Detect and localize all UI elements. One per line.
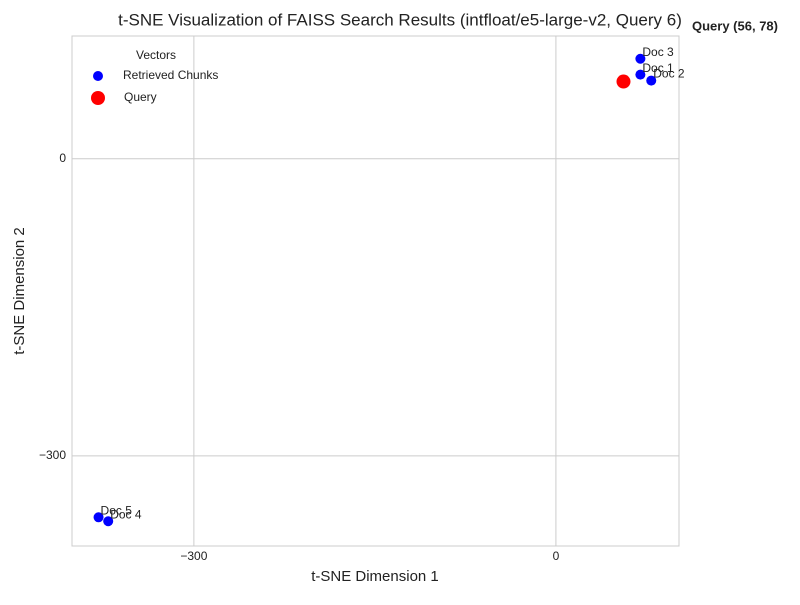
x-tick-label: −300 — [180, 549, 207, 563]
y-tick-label: 0 — [59, 151, 66, 165]
point — [616, 74, 631, 89]
x-tick-label: 0 — [553, 549, 560, 563]
chart-title: t-SNE Visualization of FAISS Search Resu… — [118, 10, 682, 29]
point — [635, 69, 646, 80]
point-label: Doc 4 — [110, 507, 142, 521]
point-label: Doc 3 — [642, 45, 674, 59]
legend-label: Query — [124, 90, 157, 104]
point-label: Doc 1 — [642, 61, 674, 75]
point-label: Doc 2 — [653, 67, 685, 81]
y-tick-label: −300 — [39, 448, 66, 462]
legend-title: Vectors — [136, 48, 176, 62]
y-axis-label: t-SNE Dimension 2 — [11, 227, 28, 355]
legend-marker — [91, 91, 105, 105]
point — [635, 53, 646, 64]
point-label: Doc 5 — [101, 503, 133, 517]
point — [646, 75, 657, 86]
legend-label: Retrieved Chunks — [123, 68, 218, 82]
point — [93, 512, 104, 523]
x-axis-label: t-SNE Dimension 1 — [311, 568, 439, 585]
plot-area — [71, 35, 680, 547]
point — [103, 516, 114, 527]
annotation: Query (56, 78) — [692, 18, 778, 33]
legend-marker — [93, 71, 103, 81]
